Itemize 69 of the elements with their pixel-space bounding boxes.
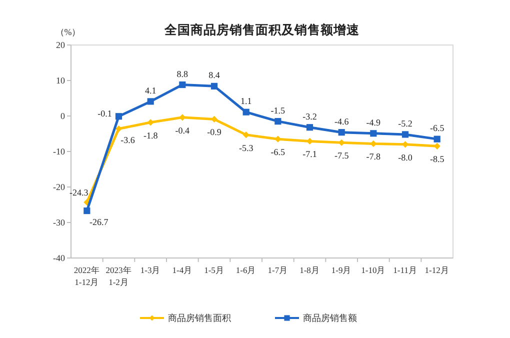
data-label: 1.1: [240, 96, 252, 106]
y-tick-label: -20: [53, 182, 66, 192]
data-label: -7.1: [302, 149, 317, 160]
data-label: -24.3: [70, 187, 89, 198]
point: [115, 125, 122, 132]
x-tick-label: 2023年 1-2月: [106, 265, 132, 287]
point: [147, 98, 154, 105]
legend-label: 商品房销售额: [303, 313, 357, 324]
data-label: -4.6: [334, 116, 350, 126]
point: [274, 136, 282, 142]
x-tick-label: 1-10月: [361, 265, 386, 275]
data-label: 8.8: [176, 68, 189, 79]
x-tick-label: 1-6月: [236, 265, 256, 275]
data-label: -0.4: [175, 125, 190, 136]
x-tick-label: 2022年 1-12月: [74, 265, 100, 287]
point: [402, 131, 409, 138]
x-tick-label: 1-11月: [393, 265, 418, 275]
point: [242, 132, 250, 138]
point: [434, 136, 440, 142]
point: [306, 124, 314, 131]
point: [115, 113, 122, 120]
x-tick-label: 1-12月: [424, 265, 450, 275]
point: [84, 207, 90, 214]
y-tick-label: -30: [53, 218, 66, 228]
y-tick-label: -40: [53, 253, 66, 264]
data-label: -8.5: [430, 154, 445, 164]
data-label: -3.2: [302, 111, 317, 122]
data-label: -0.9: [207, 127, 222, 138]
y-tick-label: 10: [56, 76, 66, 86]
x-tick-label: 1-5月: [204, 265, 224, 275]
point: [338, 129, 345, 136]
x-tick-label: 1-3月: [140, 265, 161, 275]
point: [179, 114, 186, 121]
y-tick-label: 20: [56, 40, 66, 50]
data-label: -7.8: [366, 152, 382, 162]
data-label: -4.9: [366, 117, 382, 128]
x-tick-label: 1-8月: [300, 265, 320, 275]
x-tick-label: 1-7月: [268, 265, 288, 275]
y-tick-label: -10: [53, 146, 66, 157]
point: [242, 108, 250, 116]
data-label: -1.8: [143, 130, 158, 140]
data-label: -7.5: [334, 150, 350, 161]
data-label: -5.2: [398, 118, 412, 128]
point: [179, 81, 186, 88]
point: [306, 138, 314, 145]
x-tick-label: 1-9月: [331, 265, 352, 275]
point: [210, 82, 218, 90]
data-label: -3.6: [120, 134, 136, 145]
data-label: -26.7: [90, 216, 109, 227]
point: [338, 139, 345, 146]
data-label: 4.1: [144, 85, 156, 96]
point: [147, 119, 154, 126]
data-label: -8.0: [398, 152, 413, 162]
point: [370, 130, 377, 137]
y-axis-title: （%）: [55, 27, 81, 37]
data-label: -6.5: [430, 123, 445, 134]
y-tick-label: 0: [60, 111, 66, 122]
x-tick-label: 1-4月: [172, 265, 193, 275]
point: [210, 116, 218, 122]
point: [434, 142, 440, 150]
data-label: -0.1: [98, 108, 112, 118]
data-label: -1.5: [270, 105, 286, 116]
legend-label: 商品房销售面积: [168, 313, 231, 324]
data-label: -6.5: [270, 147, 286, 158]
chart-title: 全国商品房销售面积及销售额增速: [164, 22, 360, 37]
data-label: 8.4: [208, 70, 220, 80]
point: [370, 140, 377, 147]
point: [274, 118, 282, 125]
data-label: -5.3: [238, 142, 254, 153]
